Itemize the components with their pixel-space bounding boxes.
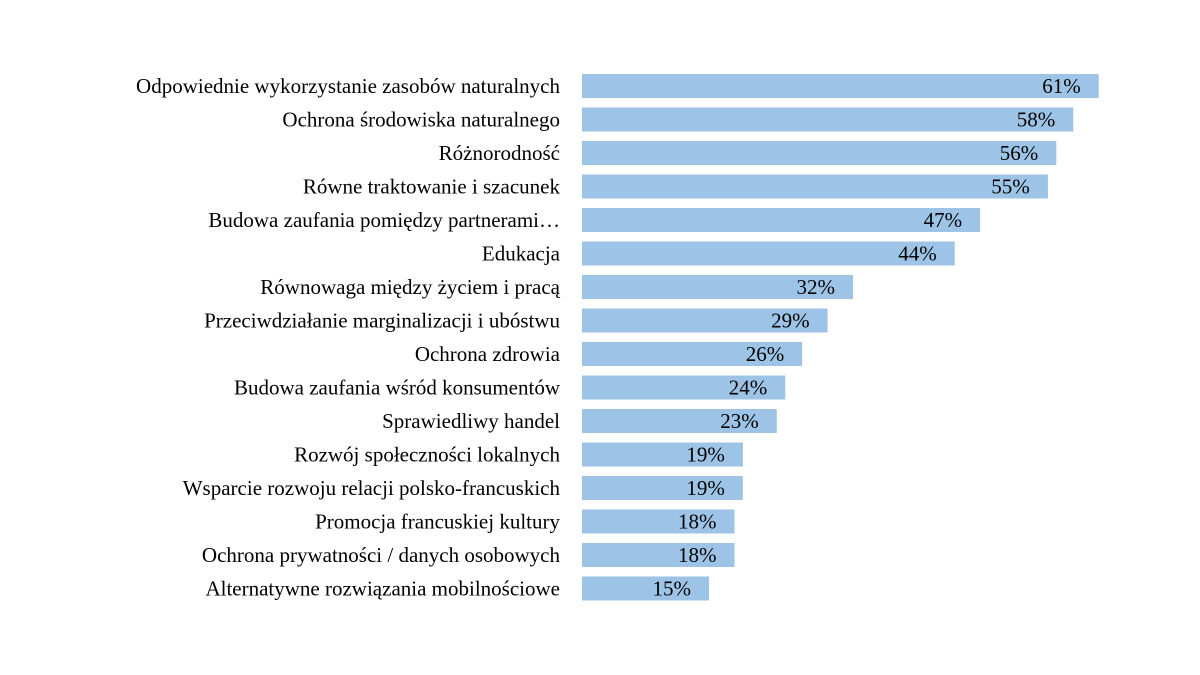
bar-11 xyxy=(582,409,777,433)
category-label-15: Ochrona prywatności / danych osobowych xyxy=(202,543,561,567)
bar-8 xyxy=(582,308,828,333)
category-labels-layer: Odpowiednie wykorzystanie zasobów natura… xyxy=(136,74,561,601)
category-label-7: Równowaga między życiem i pracą xyxy=(260,275,560,299)
category-label-11: Sprawiedliwy handel xyxy=(382,409,560,433)
bar-13 xyxy=(582,476,743,500)
category-label-14: Promocja francuskiej kultury xyxy=(315,510,560,534)
bar-12 xyxy=(582,442,743,467)
bar-6 xyxy=(582,241,955,266)
value-label-6: 44% xyxy=(898,242,937,266)
value-label-11: 23% xyxy=(720,409,759,433)
value-label-7: 32% xyxy=(797,275,836,299)
value-labels-layer: 61% 58% 56% 55% 47% 44% 32% 29% 26% 24% 23% 19% 19% 1… xyxy=(653,74,1081,601)
category-label-3: Różnorodność xyxy=(439,141,560,165)
category-label-8: Przeciwdziałanie marginalizacji i ubóstw… xyxy=(204,309,560,333)
bar-7 xyxy=(582,275,853,299)
value-label-3: 56% xyxy=(1000,141,1039,165)
value-label-9: 26% xyxy=(746,342,785,366)
category-label-2: Ochrona środowiska naturalnego xyxy=(282,108,560,132)
category-label-1: Odpowiednie wykorzystanie zasobów natura… xyxy=(136,74,560,98)
bar-16 xyxy=(582,576,710,601)
bar-3 xyxy=(582,141,1057,165)
value-label-14: 18% xyxy=(678,510,717,534)
category-label-10: Budowa zaufania wśród konsumentów xyxy=(234,376,561,400)
bar-1 xyxy=(582,74,1099,98)
category-label-6: Edukacja xyxy=(482,242,561,266)
category-label-13: Wsparcie rozwoju relacji polsko-francusk… xyxy=(183,476,561,500)
value-label-5: 47% xyxy=(924,208,963,232)
value-label-15: 18% xyxy=(678,543,717,567)
bar-14 xyxy=(582,509,735,534)
value-label-4: 55% xyxy=(991,175,1030,199)
bar-5 xyxy=(582,208,981,232)
value-label-10: 24% xyxy=(729,376,768,400)
bar-15 xyxy=(582,543,735,567)
category-label-5: Budowa zaufania pomiędzy partnerami… xyxy=(208,208,560,232)
category-label-16: Alternatywne rozwiązania mobilnościowe xyxy=(205,577,560,601)
value-label-1: 61% xyxy=(1042,74,1081,98)
category-label-12: Rozwój społeczności lokalnych xyxy=(294,443,560,467)
value-label-16: 15% xyxy=(653,577,692,601)
category-label-4: Równe traktowanie i szacunek xyxy=(303,175,561,199)
bar-9 xyxy=(582,342,803,366)
value-label-2: 58% xyxy=(1017,108,1056,132)
category-label-9: Ochrona zdrowia xyxy=(415,342,561,366)
bar-10 xyxy=(582,375,786,400)
value-label-8: 29% xyxy=(771,309,810,333)
bar-2 xyxy=(582,107,1074,132)
bar-4 xyxy=(582,174,1048,199)
bars-layer xyxy=(582,74,1099,601)
value-label-12: 19% xyxy=(686,443,725,467)
value-label-13: 19% xyxy=(686,476,725,500)
